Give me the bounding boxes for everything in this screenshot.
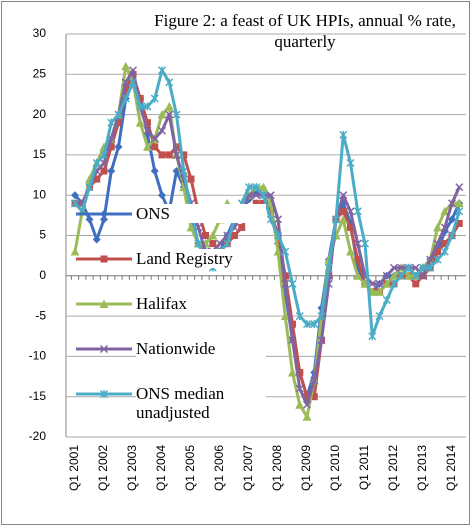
- y-tick-label: 15: [33, 147, 47, 161]
- y-tick-label: 0: [39, 268, 46, 282]
- y-tick-label: 25: [33, 66, 47, 80]
- legend-entry: Nationwide: [72, 335, 282, 380]
- legend-swatch: [76, 299, 132, 308]
- x-tick-label: Q1 2012: [386, 445, 400, 491]
- x-tick-label: Q1 2004: [154, 445, 168, 491]
- y-tick-label: -5: [35, 308, 46, 322]
- x-tick-label: Q1 2014: [444, 445, 458, 491]
- chart-title: Figure 2: a feast of UK HPIs, annual % r…: [154, 11, 456, 51]
- legend-label: Land Registry: [136, 249, 266, 268]
- x-tick-label: Q1 2003: [125, 445, 139, 491]
- y-tick-label: 30: [33, 26, 47, 40]
- legend-swatch: [76, 384, 132, 404]
- y-tick-label: -10: [29, 349, 47, 363]
- y-tick-label: 20: [33, 107, 47, 121]
- x-tick-label: Q1 2008: [270, 445, 284, 491]
- legend-swatch: [76, 210, 132, 218]
- legend: ONS Land Registry Halifax Nationwide ONS med…: [72, 200, 282, 425]
- legend-label: ONS median unadjusted: [136, 384, 266, 422]
- legend-swatch: [76, 339, 132, 359]
- x-tick-label: Q1 2013: [415, 445, 429, 491]
- legend-entry: Halifax: [72, 290, 282, 335]
- legend-entry: ONS median unadjusted: [72, 380, 282, 425]
- x-tick-label: Q1 2001: [67, 445, 81, 491]
- x-tick-label: Q1 2006: [212, 445, 226, 491]
- legend-entry: ONS: [72, 200, 282, 245]
- x-tick-label: Q1 2007: [241, 445, 255, 491]
- x-tick-label: Q1 2011: [357, 445, 371, 490]
- legend-label: Halifax: [136, 294, 266, 313]
- legend-swatch: [76, 255, 132, 263]
- y-tick-label: -15: [29, 389, 47, 403]
- y-tick-label: 10: [33, 187, 47, 201]
- x-tick-label: Q1 2010: [328, 445, 342, 491]
- y-tick-label: -20: [29, 429, 47, 443]
- legend-entry: Land Registry: [72, 245, 282, 290]
- legend-label: ONS: [136, 204, 266, 223]
- y-tick-label: 5: [39, 228, 46, 242]
- x-tick-label: Q1 2002: [96, 445, 110, 491]
- x-tick-label: Q1 2009: [299, 445, 313, 491]
- legend-label: Nationwide: [136, 339, 266, 358]
- series-line: [75, 70, 459, 336]
- x-tick-label: Q1 2005: [183, 445, 197, 491]
